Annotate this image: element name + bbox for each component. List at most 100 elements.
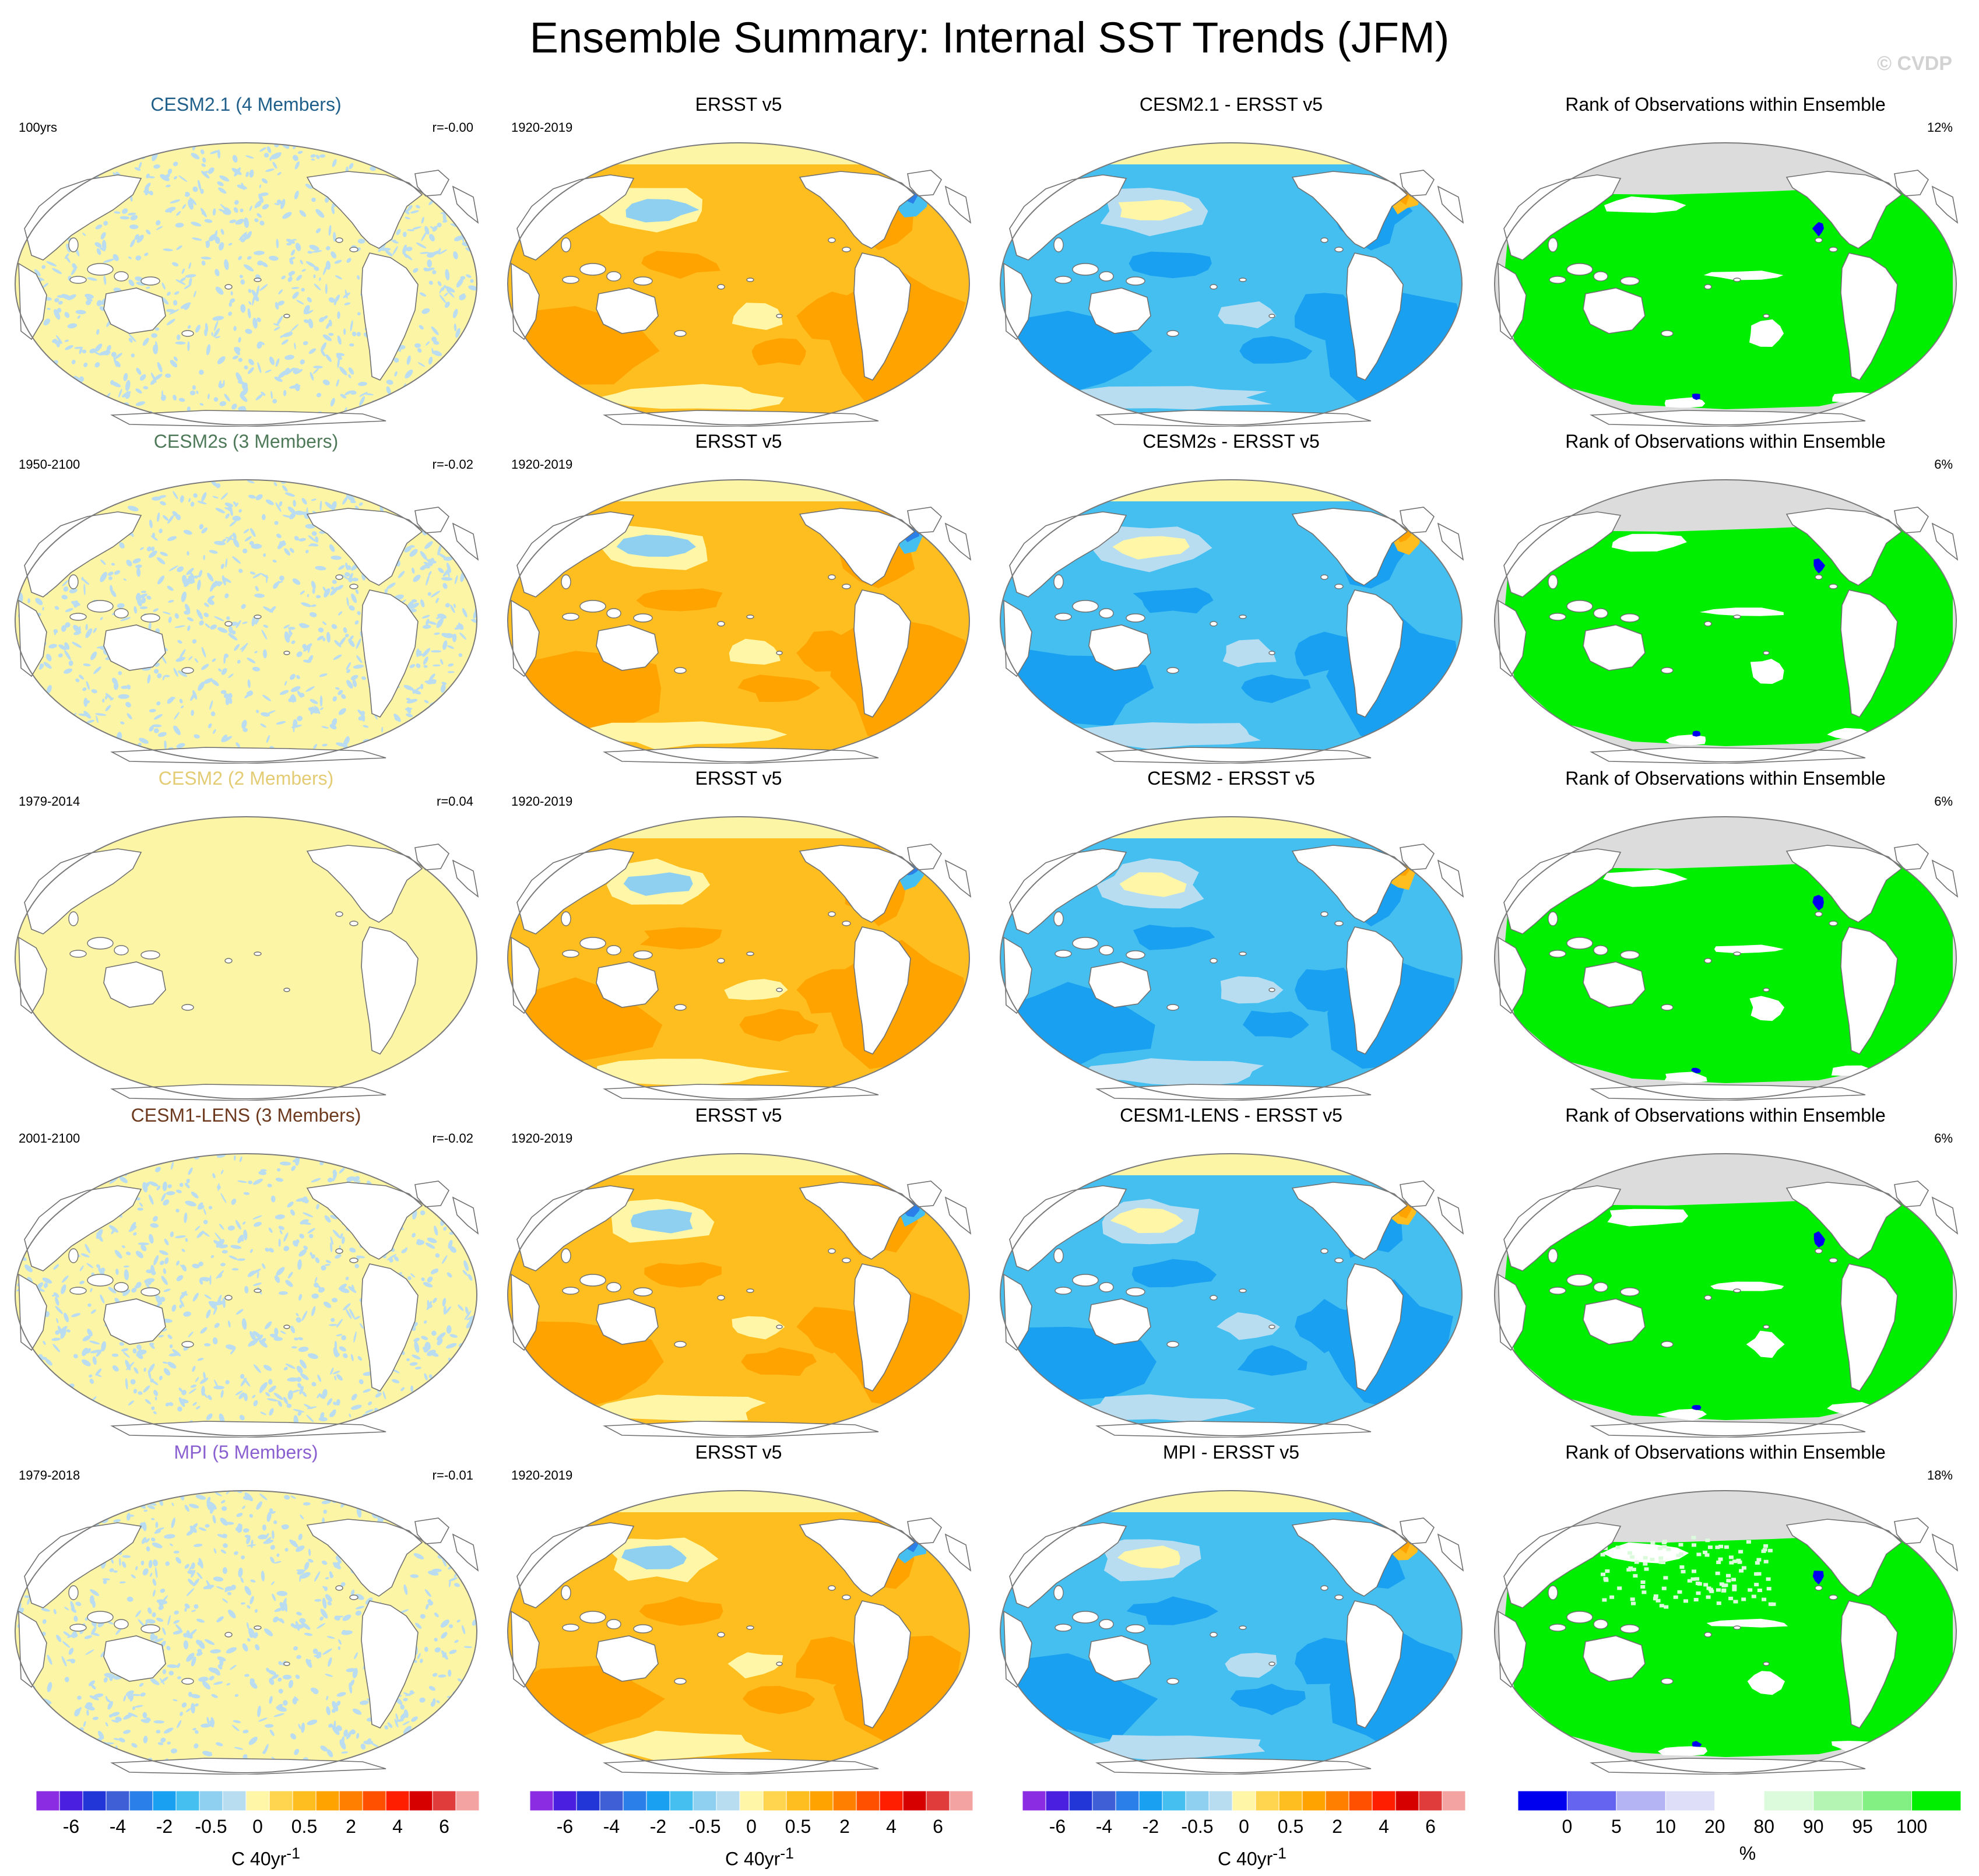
sst-speckle	[208, 1394, 212, 1400]
sst-speckle	[96, 1232, 103, 1242]
sst-speckle	[315, 706, 320, 714]
land-island	[181, 667, 194, 674]
sst-speckle	[471, 1190, 476, 1196]
colorbar-tick-label: 2	[1332, 1816, 1342, 1837]
sst-speckle	[218, 187, 227, 194]
panel-period-label: 1920-2019	[511, 1468, 573, 1482]
sst-speckle	[316, 1283, 322, 1291]
sst-speckle	[15, 217, 18, 224]
sst-speckle	[227, 506, 233, 512]
sst-speckle	[73, 1158, 78, 1163]
globe-outline	[999, 479, 1463, 763]
sst-speckle	[290, 1623, 295, 1627]
sst-speckle	[400, 1516, 403, 1527]
sst-speckle	[319, 500, 322, 511]
land-island	[1099, 945, 1114, 955]
sst-speckle	[254, 251, 265, 255]
sst-speckle	[15, 201, 17, 207]
land-island	[181, 1004, 194, 1011]
sst-speckle	[32, 1523, 41, 1529]
sst-speckle	[65, 493, 72, 498]
sst-speckle	[176, 743, 185, 749]
sst-speckle	[278, 1291, 288, 1295]
sst-speckle	[410, 210, 419, 214]
colorbar-box	[385, 1790, 410, 1811]
sst-speckle	[319, 277, 321, 281]
sst-speckle	[198, 1262, 203, 1267]
sst-speckle	[330, 1367, 334, 1375]
sst-speckle	[309, 612, 317, 617]
sst-speckle	[237, 381, 245, 385]
sst-speckle	[144, 185, 149, 196]
sst-arctic-band	[1000, 143, 1462, 164]
sst-speckle	[470, 334, 477, 340]
sst-speckle	[417, 650, 422, 655]
sst-speckle	[406, 713, 413, 718]
globe-map	[14, 1490, 479, 1775]
sst-speckle	[151, 546, 155, 551]
sst-speckle	[252, 1178, 263, 1185]
sst-speckle	[420, 551, 428, 560]
sst-south-pacific-anomaly	[1217, 1312, 1280, 1340]
sst-speckle	[64, 375, 70, 381]
sst-speckle	[253, 1400, 258, 1407]
sst-speckle	[338, 1639, 342, 1645]
panel-title-model: MPI (5 Members)	[174, 1442, 318, 1463]
land-africa-east	[1498, 262, 1527, 340]
sst-speckle	[100, 232, 106, 240]
sst-speckle	[195, 1377, 199, 1382]
land-greenland	[414, 1181, 450, 1207]
colorbar-tick-label: 10	[1655, 1816, 1676, 1837]
sst-speckle	[22, 205, 27, 213]
panel-rank-percent: 18%	[1927, 1468, 1953, 1482]
sst-speckle	[146, 173, 150, 178]
sst-speckle	[181, 705, 184, 708]
sst-speckle	[161, 297, 169, 305]
sst-speckle	[343, 292, 350, 298]
sst-speckle	[220, 1169, 224, 1175]
sst-anomaly-patch	[741, 1347, 817, 1376]
sst-speckle	[246, 691, 252, 697]
sst-speckle	[442, 712, 448, 716]
sst-speckle	[427, 1408, 437, 1411]
sst-speckle	[189, 572, 195, 579]
sst-speckle	[369, 493, 375, 497]
rank-high-cell	[1718, 1557, 1723, 1561]
sst-speckle	[142, 1182, 148, 1193]
sst-speckle	[302, 1391, 307, 1397]
land-island	[335, 1248, 343, 1254]
sst-speckle	[445, 1306, 451, 1315]
sst-speckle	[408, 406, 415, 412]
sst-speckle	[403, 1692, 411, 1696]
sst-speckle	[53, 1608, 57, 1615]
rank-high-cell	[1708, 1587, 1713, 1592]
sst-speckle	[247, 679, 251, 688]
sst-speckle	[438, 1417, 442, 1425]
land-greenland	[1894, 170, 1929, 196]
sst-speckle	[172, 262, 179, 266]
colorbar-box	[199, 1790, 223, 1811]
sst-speckle	[253, 1364, 261, 1373]
sst-speckle	[428, 571, 432, 576]
sst-speckle	[465, 754, 469, 760]
sst-speckle	[300, 1515, 304, 1520]
sst-speckle	[208, 167, 215, 174]
land-island	[1704, 958, 1712, 964]
land-australia	[1583, 287, 1646, 334]
sst-speckle	[113, 1519, 121, 1523]
sst-speckle	[94, 1416, 102, 1425]
sst-speckle	[412, 567, 415, 574]
land-island	[87, 1611, 114, 1624]
sst-speckle	[227, 1592, 232, 1596]
land-antarctica	[1095, 747, 1372, 764]
sst-speckle	[452, 717, 461, 723]
sst-speckle	[267, 1183, 272, 1188]
colorbar-box	[245, 1790, 270, 1811]
sst-speckle	[53, 402, 58, 409]
sst-speckle	[79, 1265, 84, 1271]
sst-speckle	[159, 528, 163, 533]
land-island	[140, 1624, 160, 1633]
sst-speckle	[180, 1712, 184, 1716]
land-africa-east	[511, 262, 540, 340]
rank-mid-range-patch	[1665, 735, 1706, 746]
